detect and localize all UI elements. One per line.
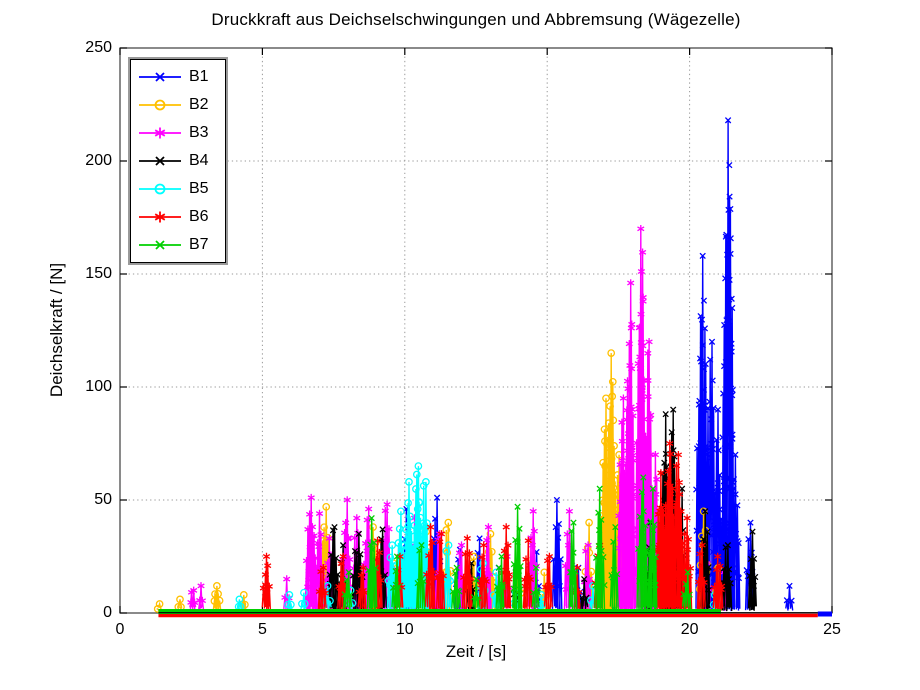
series-b6-markers [355,564,369,597]
series-b7-markers [341,569,354,598]
y-tick-label: 250 [85,39,112,56]
legend-item-b2: B2 [138,91,225,119]
legend-label-b4: B4 [189,152,209,169]
series-b3-markers [621,279,638,580]
series-b5-markers [284,591,295,609]
legend-item-b1: B1 [138,63,225,91]
series-b6-markers [459,534,475,588]
x-tick-label: 15 [538,621,557,638]
series-b7-markers [592,485,608,589]
legend-label-b7: B7 [189,236,209,253]
series-b3-markers [196,582,207,605]
series-b7-markers [414,542,427,587]
series-b3-markers [187,586,199,607]
legend-marker-b5-icon [139,183,181,195]
legend: B1 B2 B3 B4 B5 B6 B7 [128,57,228,265]
series-b7 [158,474,721,614]
series-b7-markers [510,503,524,593]
y-tick-label: 50 [94,491,112,508]
series-b7-markers [530,564,542,596]
series-b7-markers [567,519,579,587]
x-tick-label: 10 [395,621,414,638]
series-b7-markers [634,474,650,585]
series-b1-markers [783,582,795,604]
y-tick-label: 200 [85,152,112,169]
series-b4-markers [578,575,590,601]
y-axis-label: Deichselkraft / [N] [47,262,66,398]
series-b6-markers [422,523,438,589]
x-tick-label: 5 [257,621,267,638]
legend-item-b6: B6 [138,203,225,231]
x-axis-label: Zeit / [s] [445,642,507,661]
legend-label-b5: B5 [189,180,209,197]
series-b6-markers [694,541,708,588]
series-b7-markers [470,575,482,602]
series-b5-markers [440,541,454,587]
legend-label-b3: B3 [189,124,209,141]
series-b6-markers [520,536,535,590]
legend-marker-b1-icon [139,72,181,82]
series-b6-markers [315,564,329,597]
legend-item-b4: B4 [138,147,225,175]
legend-marker-b2-icon [139,99,181,111]
series-b4-markers [746,528,759,590]
legend-marker-b6-icon [139,211,181,223]
series-b1-spikes [551,499,563,611]
legend-item-b7: B7 [138,231,225,259]
series-b2-markers [210,582,224,605]
y-tick-label: 150 [85,265,112,282]
series-b7-markers [645,485,659,589]
series-b2-markers [174,595,185,611]
legend-marker-b4-icon [139,156,181,166]
legend-marker-b7-icon [139,240,181,250]
x-tick-label: 0 [115,621,125,638]
y-tick-label: 0 [103,604,112,621]
series-b5-spikes [477,563,487,612]
series-b7-markers [608,523,621,581]
series-b6-markers [434,530,447,582]
series-b6-markers [335,552,349,593]
legend-item-b5: B5 [138,175,225,203]
chart-title: Druckkraft aus Deichselschwingungen und … [211,10,741,29]
series-b1-markers [719,117,738,576]
series-b6 [158,439,818,618]
legend-item-b3: B3 [138,119,225,147]
x-tick-label: 20 [680,621,699,638]
series-b6-markers [710,552,726,594]
y-tick-label: 100 [85,378,112,395]
series-b7-markers [449,564,463,595]
legend-label-b2: B2 [189,96,209,113]
series-b2-markers [153,600,164,613]
x-tick-label: 25 [823,621,841,638]
series-b5-spikes [411,466,424,611]
series-b4-markers [718,542,734,587]
series-b7-markers [680,569,693,598]
series-b6-markers [541,552,555,591]
series-b6-markers [670,451,688,583]
series-b7-markers [493,553,506,594]
series-b2-spikes [442,522,453,610]
series-b7-markers [389,553,402,591]
series-b7-spikes [512,506,523,610]
series-b3-markers [302,493,321,591]
legend-label-b6: B6 [189,208,209,225]
legend-marker-b3-icon [139,127,181,139]
series-b5-spikes [442,545,452,611]
legend-label-b1: B1 [189,68,209,85]
series-b5-markers [298,588,309,608]
series-b7-markers [365,514,379,585]
series-b5-spikes [403,481,416,612]
series-b6-markers [259,552,273,594]
series-b6-markers [476,541,490,589]
